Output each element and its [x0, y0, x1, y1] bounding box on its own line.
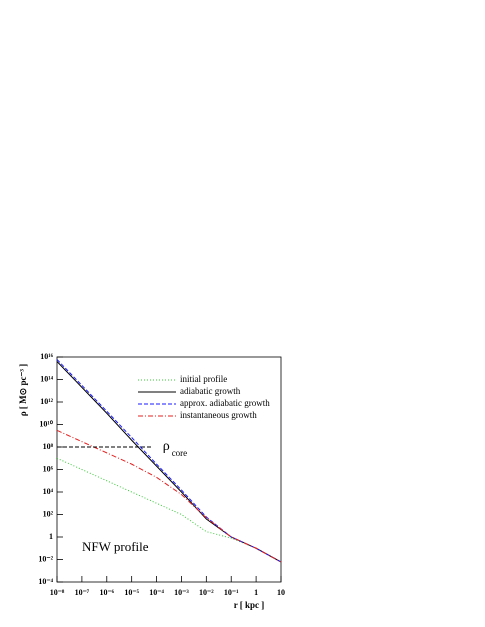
y-tick-label: 10¹²: [40, 397, 53, 406]
x-tick-label: 10⁻²: [199, 588, 214, 597]
y-tick-label: 10⁻²: [38, 554, 53, 563]
x-tick-label: 10⁻¹: [224, 588, 239, 597]
x-tick-label: 1: [254, 588, 258, 597]
x-tick-label: 10⁻³: [174, 588, 189, 597]
core-subscript: core: [172, 448, 188, 458]
x-tick-label: 10⁻⁸: [50, 588, 65, 597]
x-axis-label: r [ kpc ]: [234, 600, 265, 610]
legend-label: approx. adiabatic growth: [180, 398, 270, 408]
y-tick-label: 1: [49, 532, 53, 541]
x-tick-label: 10⁻⁴: [149, 588, 164, 597]
y-tick-label: 10⁴: [43, 487, 54, 496]
y-tick-label: 10²: [43, 509, 54, 518]
annotation: NFW profile: [82, 539, 149, 554]
y-tick-label: 10⁻⁴: [38, 577, 53, 586]
series-line: [57, 359, 281, 563]
series-line: [57, 361, 281, 563]
x-tick-label: 10⁻⁶: [99, 588, 114, 597]
x-tick-label: 10: [277, 588, 285, 597]
legend-label: adiabatic growth: [180, 386, 241, 396]
x-tick-label: 10⁻⁵: [124, 588, 139, 597]
y-tick-label: 10¹⁶: [40, 352, 53, 361]
legend-label: initial profile: [180, 374, 227, 384]
y-tick-label: 10¹⁴: [40, 374, 53, 383]
y-axis-label: ρ [ M⊙ pc⁻³ ]: [18, 364, 28, 416]
core-label: ρ: [163, 439, 170, 454]
x-tick-label: 10⁻⁷: [75, 588, 90, 597]
y-tick-label: 10⁸: [43, 442, 54, 451]
y-tick-label: 10¹⁰: [39, 419, 53, 428]
y-tick-label: 10⁶: [43, 464, 54, 473]
legend-label: instantaneous growth: [180, 410, 257, 420]
